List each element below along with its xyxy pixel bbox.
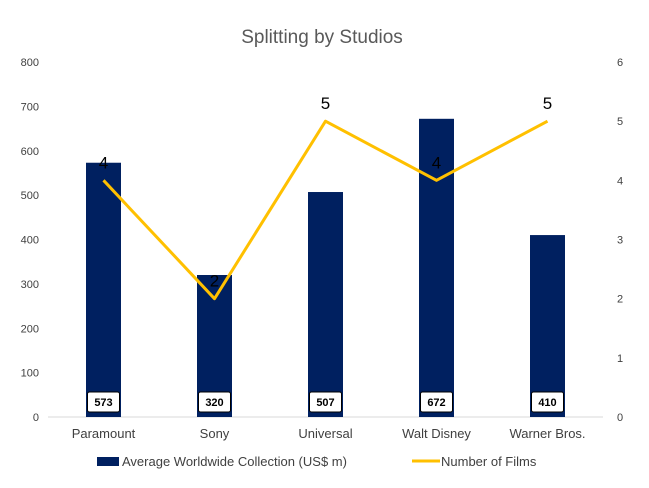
left-tick-label: 200	[21, 323, 39, 335]
left-axis: 0 100 200 300 400 500 600 700 800	[21, 57, 39, 424]
bar-label: 410	[538, 397, 556, 409]
line-point-label: 4	[99, 153, 108, 172]
category-label: Universal	[298, 426, 352, 441]
legend: Average Worldwide Collection (US$ m) Num…	[97, 454, 537, 469]
left-tick-label: 700	[21, 101, 39, 113]
bar-label: 672	[427, 397, 445, 409]
bar-label: 507	[316, 397, 334, 409]
legend-label-line: Number of Films	[441, 454, 537, 469]
bar	[86, 162, 121, 417]
right-tick-label: 2	[617, 294, 623, 306]
bar	[308, 192, 343, 417]
bar-label-box	[420, 391, 453, 413]
left-tick-label: 400	[21, 235, 39, 247]
line-series	[102, 119, 549, 301]
series-line	[102, 119, 549, 301]
right-tick-label: 6	[617, 57, 623, 69]
right-tick-label: 1	[617, 353, 623, 365]
line-data-labels: 4 2 5 4 5	[99, 94, 552, 291]
bar-series	[86, 118, 565, 418]
category-axis: Paramount Sony Universal Walt Disney Warner …	[72, 426, 586, 441]
left-tick-label: 500	[21, 190, 39, 202]
legend-label-bar: Average Worldwide Collection (US$ m)	[122, 454, 347, 469]
line-point-label: 2	[210, 272, 219, 291]
right-tick-label: 0	[617, 412, 623, 424]
line-point-label: 5	[543, 94, 552, 113]
bar-label-box	[309, 391, 342, 413]
chart-title: Splitting by Studios	[241, 27, 403, 48]
bar-label: 320	[205, 397, 223, 409]
category-label: Warner Bros.	[509, 426, 585, 441]
right-tick-label: 4	[617, 175, 623, 187]
bar-data-labels: 573 320 507 672 410	[87, 391, 564, 413]
line-point-label: 4	[432, 153, 441, 172]
bar	[419, 118, 454, 418]
line-point-label: 5	[321, 94, 330, 113]
bar-label: 573	[94, 397, 112, 409]
left-tick-label: 800	[21, 57, 39, 69]
category-label: Paramount	[72, 426, 136, 441]
left-tick-label: 100	[21, 368, 39, 380]
legend-swatch-bar	[97, 457, 119, 466]
bar-label-box	[198, 391, 231, 413]
right-tick-label: 3	[617, 235, 623, 247]
left-tick-label: 300	[21, 279, 39, 291]
bar	[530, 235, 565, 417]
category-label: Sony	[200, 426, 230, 441]
right-axis: 0 1 2 3 4 5 6	[617, 57, 623, 424]
bar-label-box	[87, 391, 120, 413]
left-tick-label: 0	[33, 412, 39, 424]
bar-label-box	[531, 391, 564, 413]
right-tick-label: 5	[617, 116, 623, 128]
left-tick-label: 600	[21, 146, 39, 158]
category-label: Walt Disney	[402, 426, 471, 441]
